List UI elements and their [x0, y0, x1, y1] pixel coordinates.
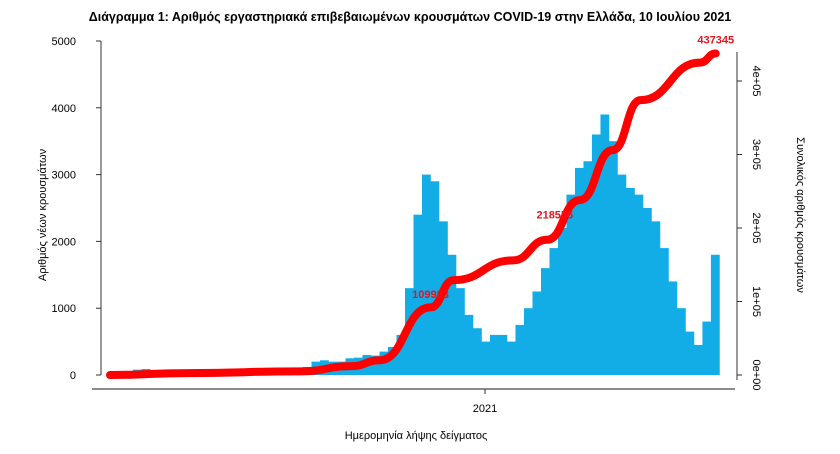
bar	[489, 334, 499, 375]
bar	[523, 308, 533, 375]
cumulative-annotation: 218556	[536, 209, 573, 221]
bar	[659, 248, 669, 375]
bar	[472, 328, 482, 375]
bar	[591, 134, 601, 375]
bar	[634, 194, 644, 375]
bar	[515, 324, 525, 375]
bar	[583, 161, 593, 375]
bar	[642, 208, 652, 375]
y-tick-label: 4000	[52, 103, 76, 115]
bar	[421, 174, 431, 375]
y-tick-label: 2000	[52, 236, 76, 248]
x-tick-label: 2021	[473, 403, 497, 415]
y2-tick-label: 4e+05	[750, 66, 762, 97]
cumulative-annotation: 109983	[412, 289, 449, 301]
y-tick-label: 1000	[52, 303, 76, 315]
bar	[464, 314, 474, 375]
y-tick-label: 5000	[52, 36, 76, 48]
bar	[693, 344, 703, 375]
bar	[710, 254, 720, 375]
bar	[676, 308, 686, 375]
bar	[396, 334, 406, 375]
bar	[651, 221, 661, 375]
y-ticks: 0 1000 2000 3000 4000 5000	[52, 36, 101, 382]
bar	[481, 341, 491, 375]
y2-tick-label: 0e+00	[750, 360, 762, 391]
bar	[685, 331, 695, 375]
bars-group	[110, 114, 720, 375]
y-tick-label: 3000	[52, 170, 76, 182]
y2-ticks: 0e+00 1e+05 2e+05 3e+05 4e+05	[737, 66, 762, 391]
bar	[557, 228, 567, 375]
bar	[566, 194, 576, 375]
bar	[668, 281, 678, 375]
bar	[413, 214, 423, 375]
bar	[430, 181, 440, 375]
y2-tick-label: 3e+05	[750, 139, 762, 170]
bar	[455, 288, 465, 375]
y-tick-label: 0	[70, 370, 76, 382]
bar	[617, 174, 627, 375]
bar	[388, 346, 397, 375]
y2-axis-label: Συνολικός αριθμός κρουσμάτων	[794, 137, 806, 293]
bar	[506, 341, 516, 375]
bar	[625, 187, 635, 375]
bar	[498, 334, 508, 375]
bar	[447, 254, 457, 375]
bar	[608, 141, 618, 375]
y-axis-label: Αριθμός νέων κρουσμάτων	[37, 148, 49, 281]
bar	[600, 114, 610, 375]
bar	[540, 268, 550, 375]
bar	[532, 291, 542, 375]
x-axis-label: Ημερομηνία λήψης δείγματος	[345, 430, 488, 442]
cumulative-line	[106, 49, 720, 379]
cumulative-annotation: 437345	[697, 35, 734, 47]
y2-tick-label: 2e+05	[750, 213, 762, 244]
chart-title: Διάγραμμα 1: Αριθμός εργαστηριακά επιβεβ…	[89, 10, 732, 24]
bar	[371, 355, 380, 375]
cumulative-curve-group	[106, 49, 720, 379]
annotations: 109983 218556 437345	[412, 35, 734, 302]
bar	[574, 167, 584, 375]
bar	[702, 321, 712, 375]
bar	[549, 248, 559, 375]
y2-tick-label: 1e+05	[750, 286, 762, 317]
